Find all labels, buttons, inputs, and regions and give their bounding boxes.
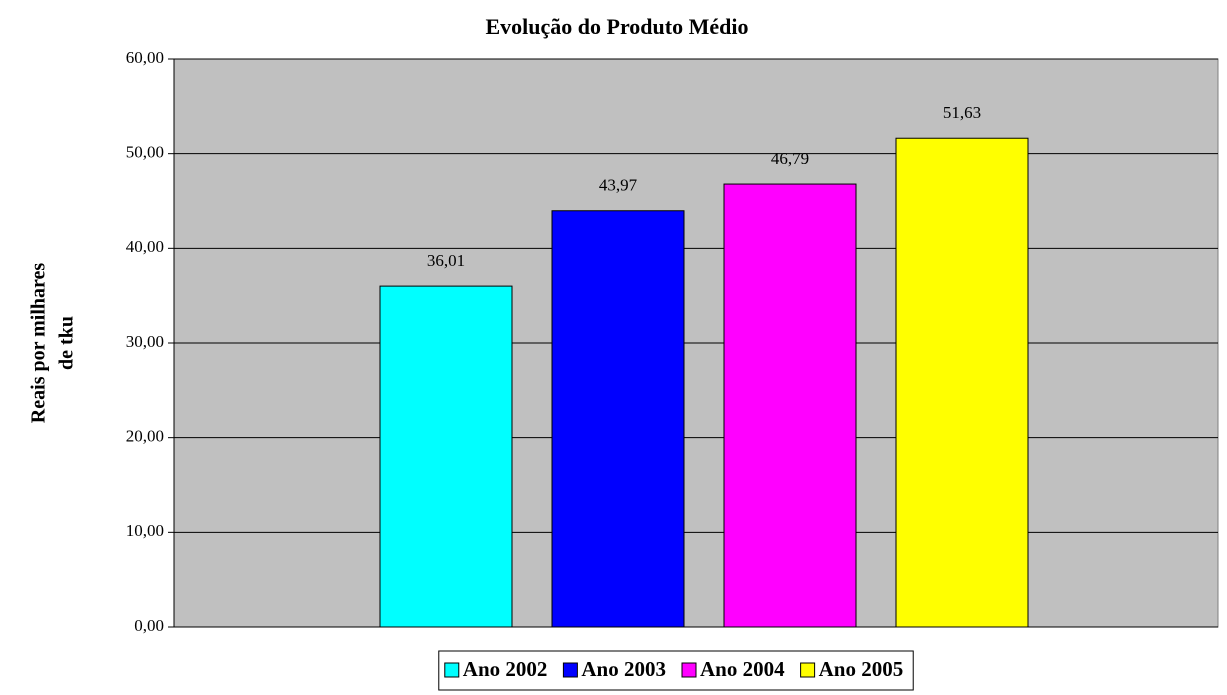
bar — [379, 285, 513, 628]
legend-swatch — [562, 662, 578, 678]
y-tick-label: 50,00 — [126, 143, 164, 162]
legend-box — [438, 650, 914, 691]
chart-title: Evolução do Produto Médio — [485, 14, 748, 39]
value-label: 43,97 — [599, 176, 638, 195]
value-label: 51,63 — [943, 103, 981, 122]
y-axis-label: Reais por milhares — [28, 263, 50, 424]
y-tick-label: 30,00 — [126, 332, 164, 351]
legend: Ano 2002 Ano 2003 Ano 2004 Ano 2005 — [438, 650, 914, 691]
legend-label: Ano 2003 — [581, 657, 666, 681]
y-tick-label: 0,00 — [134, 616, 164, 635]
legend-swatch — [681, 662, 697, 678]
legend-label: Ano 2004 — [700, 657, 785, 681]
legend-swatch — [444, 662, 460, 678]
legend-swatch — [800, 662, 816, 678]
bar — [895, 137, 1029, 628]
value-label: 46,79 — [771, 149, 809, 168]
y-tick-label: 60,00 — [126, 48, 164, 67]
y-tick-label: 20,00 — [126, 427, 164, 446]
bar — [551, 210, 685, 628]
value-label: 36,01 — [427, 251, 465, 270]
y-axis-label: de tku — [56, 316, 78, 370]
y-tick-label: 40,00 — [126, 237, 164, 256]
legend-label: Ano 2005 — [819, 657, 904, 681]
legend-label: Ano 2002 — [463, 657, 548, 681]
y-tick-label: 10,00 — [126, 521, 164, 540]
bar — [723, 183, 857, 628]
